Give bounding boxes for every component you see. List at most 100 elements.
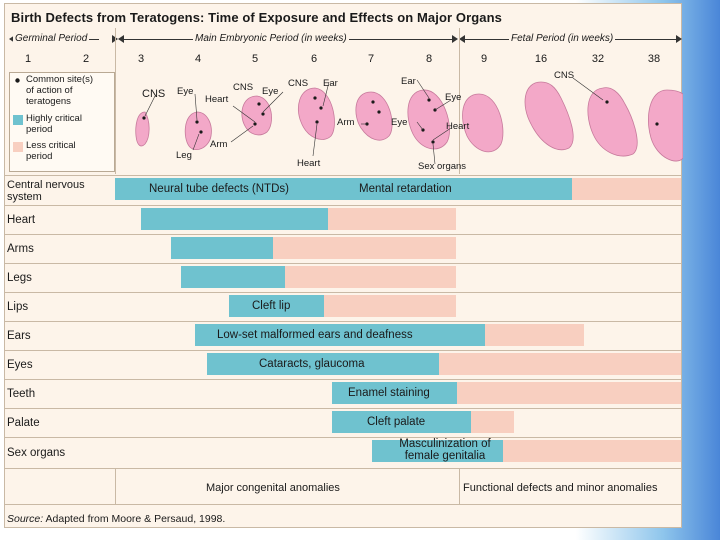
- week-2: 2: [82, 53, 90, 65]
- legs-critical-bar: [181, 266, 285, 288]
- legs-less-critical-bar: [285, 266, 456, 288]
- row-line: [5, 205, 681, 206]
- row-line: [5, 175, 681, 176]
- embryo-week6: [298, 87, 335, 140]
- embryo-week9: [462, 93, 504, 153]
- embryonic-arrow-right: [452, 35, 458, 43]
- organ-heart: Heart: [7, 214, 36, 226]
- week-32: 32: [591, 53, 605, 65]
- label-arm-week7: Arm: [337, 117, 355, 128]
- legend-sites-line3: teratogens: [26, 96, 71, 107]
- less-critical-swatch: [13, 142, 23, 152]
- lips-less-critical-bar: [324, 295, 456, 317]
- ears-less-critical-bar: [485, 324, 584, 346]
- label-cns-week3: CNS: [142, 88, 166, 100]
- source-note: Source: Adapted from Moore & Persaud, 19…: [7, 513, 225, 525]
- week-9: 9: [480, 53, 488, 65]
- label-cns-week6: CNS: [288, 78, 309, 89]
- eyes-defect: Cataracts, glaucoma: [259, 358, 365, 370]
- sex-organs-defect-line2: female genitalia: [404, 450, 486, 462]
- highly-critical-swatch: [13, 115, 23, 125]
- arms-critical-bar: [171, 237, 273, 259]
- week-8: 8: [425, 53, 433, 65]
- label-ear-week8: Ear: [401, 76, 416, 87]
- embryo-week7: [355, 91, 393, 141]
- major-anomalies-label: Major congenital anomalies: [206, 482, 340, 494]
- fetal-period-label: Fetal Period (in weeks): [509, 33, 616, 44]
- label-eye-week9: Eye: [445, 92, 462, 103]
- legend-high-line1: Highly critical: [26, 113, 82, 124]
- fetus-week38: [648, 89, 683, 162]
- label-eye-week4: Eye: [177, 86, 194, 97]
- row-line: [5, 408, 681, 409]
- legend-sites-line1: Common site(s): [26, 74, 94, 85]
- germinal-arrow-left: [9, 35, 15, 43]
- label-sex-organs: Sex organs: [418, 161, 467, 172]
- label-eye-week5: Eye: [262, 86, 279, 97]
- functional-defects-label: Functional defects and minor anomalies: [463, 482, 658, 494]
- dot-icon: [15, 78, 20, 83]
- week-1: 1: [24, 53, 32, 65]
- fetal-arrow-left: [459, 35, 465, 43]
- organ-sex-organs: Sex organs: [7, 447, 66, 459]
- organ-legs: Legs: [7, 272, 32, 284]
- label-leg-week4: Leg: [176, 150, 192, 161]
- separator-germinal: [115, 28, 116, 174]
- source-label: Source:: [7, 513, 44, 525]
- fetus-week16: [524, 81, 574, 150]
- sex-organs-less-critical-bar: [503, 440, 681, 462]
- palate-critical-bar: [332, 411, 471, 433]
- cns-critical-bar: [115, 178, 572, 200]
- label-heart-week6: Heart: [297, 158, 321, 169]
- label-heart-week5: Heart: [205, 94, 229, 105]
- organ-eyes: Eyes: [7, 359, 33, 371]
- footer-separator: [459, 468, 460, 504]
- label-cns-week5: CNS: [233, 82, 254, 93]
- arms-less-critical-bar: [273, 237, 456, 259]
- row-line: [5, 321, 681, 322]
- week-7: 7: [367, 53, 375, 65]
- organ-palate: Palate: [7, 417, 40, 429]
- ears-critical-bar: [195, 324, 485, 346]
- week-3: 3: [137, 53, 145, 65]
- row-line: [5, 437, 681, 438]
- label-cns-week16: CNS: [554, 70, 575, 81]
- teeth-defect: Enamel staining: [348, 387, 430, 399]
- teeth-critical-bar: [332, 382, 457, 404]
- legend-sites-line2: of action of: [26, 85, 73, 96]
- week-5: 5: [251, 53, 259, 65]
- cns-defect-retardation: Mental retardation: [359, 183, 452, 195]
- sex-organs-critical-bar: [372, 440, 503, 462]
- eyes-critical-bar: [207, 353, 439, 375]
- sex-organs-defect-line1: Masculinization of: [399, 438, 491, 450]
- organ-cns-line1: Central nervous: [7, 179, 85, 191]
- label-ear-week6: Ear: [323, 78, 338, 89]
- row-line: [5, 504, 681, 505]
- heart-less-critical-bar: [328, 208, 456, 230]
- cns-less-critical-bar: [572, 178, 681, 200]
- legend-low-line1: Less critical: [26, 140, 76, 151]
- footer-separator: [115, 468, 116, 504]
- source-text: Adapted from Moore & Persaud, 1998.: [45, 513, 226, 525]
- legend-high-line2: period: [26, 124, 53, 135]
- row-line: [5, 234, 681, 235]
- fetus-week32: [587, 87, 638, 157]
- row-line: [5, 379, 681, 380]
- week-38: 38: [647, 53, 661, 65]
- palate-less-critical-bar: [471, 411, 514, 433]
- chart-title: Birth Defects from Teratogens: Time of E…: [11, 10, 502, 25]
- organ-lips: Lips: [7, 301, 29, 313]
- organ-ears: Ears: [7, 330, 31, 342]
- teeth-less-critical-bar: [457, 382, 681, 404]
- heart-critical-bar: [141, 208, 328, 230]
- fetal-arrow-right: [676, 35, 682, 43]
- ears-defect: Low-set malformed ears and deafness: [217, 329, 413, 341]
- lips-defect: Cleft lip: [252, 300, 291, 312]
- cns-defect-ntd: Neural tube defects (NTDs): [149, 183, 289, 195]
- organ-cns-line2: system: [7, 191, 42, 203]
- embryo-week8: [407, 89, 450, 150]
- lips-critical-bar: [229, 295, 324, 317]
- embryonic-arrow-left: [118, 35, 124, 43]
- label-eye-week8: Eye: [391, 117, 408, 128]
- embryonic-period-label: Main Embryonic Period (in weeks): [193, 33, 349, 44]
